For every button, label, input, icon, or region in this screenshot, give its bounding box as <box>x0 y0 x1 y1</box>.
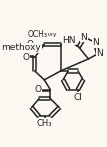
Text: methoxy: methoxy <box>1 43 41 52</box>
Text: N: N <box>93 38 99 47</box>
Text: CH₃: CH₃ <box>37 119 52 128</box>
Text: OCH₃: OCH₃ <box>28 30 48 39</box>
Text: N: N <box>81 33 87 42</box>
Text: O: O <box>27 40 34 49</box>
Text: N: N <box>96 49 103 58</box>
Text: O: O <box>22 53 29 62</box>
Text: Cl: Cl <box>74 93 82 102</box>
Text: O: O <box>34 85 41 94</box>
Text: methoxy: methoxy <box>29 32 57 37</box>
Text: HN: HN <box>62 36 76 45</box>
